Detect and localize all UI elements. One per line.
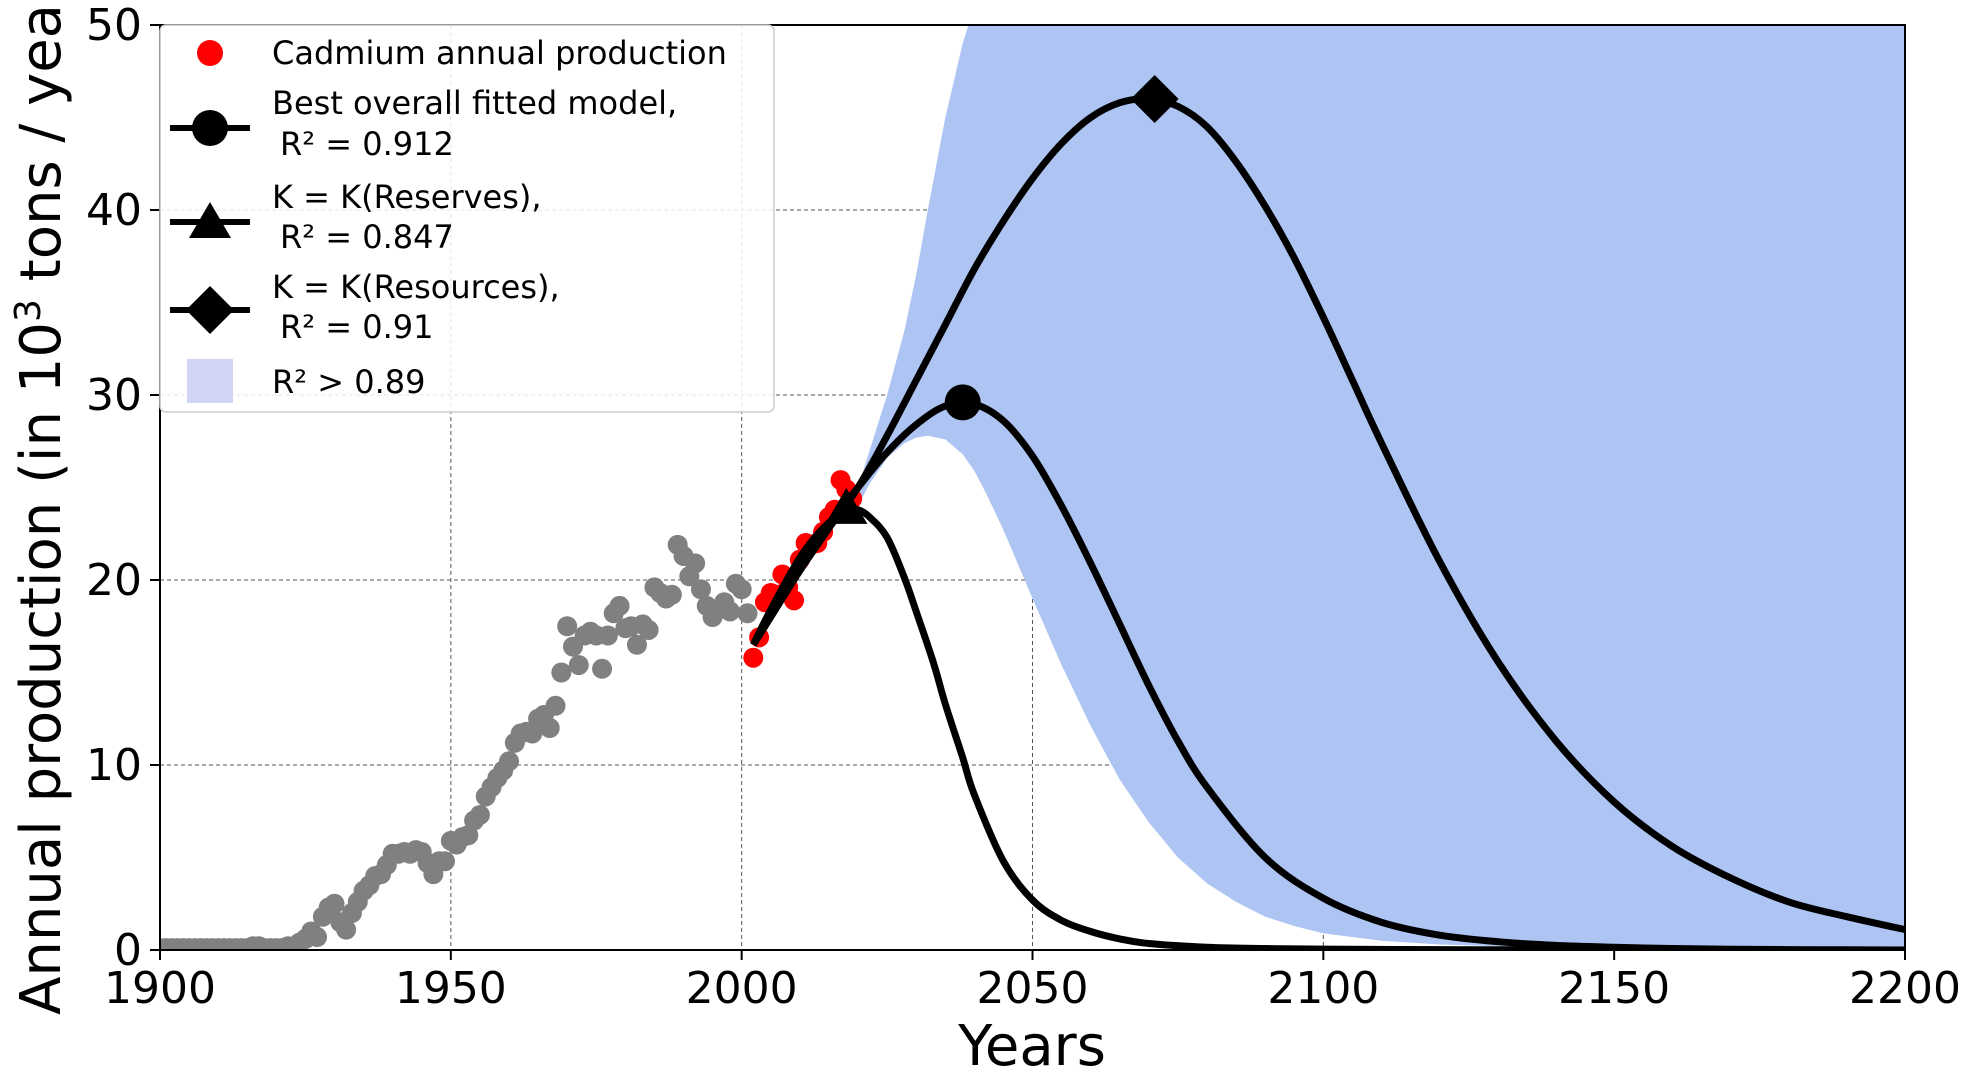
x-tick-label-2: 2000 bbox=[686, 963, 798, 1014]
x-tick-label-1: 1950 bbox=[395, 963, 507, 1014]
history-point bbox=[469, 804, 490, 825]
history-point bbox=[661, 584, 682, 605]
legend-marker-diamond bbox=[186, 286, 234, 334]
y-tick-label-1: 10 bbox=[86, 740, 142, 791]
x-tick-label-0: 1900 bbox=[104, 963, 216, 1014]
history-point bbox=[499, 751, 519, 772]
legend-box bbox=[159, 24, 775, 413]
history-point bbox=[557, 616, 578, 637]
history-point bbox=[626, 634, 647, 655]
legend-marker-triangle bbox=[189, 202, 231, 238]
y-tick-label-0: 0 bbox=[114, 925, 142, 976]
legend-item-3-line2: R² = 0.91 bbox=[280, 308, 433, 346]
legend-marker-circle bbox=[192, 110, 228, 146]
legend-item-1-line1: Best overall fitted model, bbox=[272, 84, 677, 122]
history-point bbox=[690, 579, 711, 600]
peak-marker-circle bbox=[944, 384, 981, 421]
history-point bbox=[737, 603, 758, 624]
history-point bbox=[597, 625, 618, 646]
y-axis-title-exponent: 3 bbox=[8, 299, 49, 322]
history-point bbox=[685, 553, 706, 574]
history-point bbox=[568, 655, 589, 676]
history-point bbox=[324, 893, 345, 914]
legend-swatch-band bbox=[187, 359, 233, 403]
y-axis-title: Annual production (in 103 tons / year) bbox=[8, 0, 74, 1015]
history-point bbox=[731, 579, 752, 600]
recent-point bbox=[784, 590, 805, 611]
x-tick-label-3: 2050 bbox=[977, 963, 1089, 1014]
legend-item-2-line1: K = K(Reserves), bbox=[272, 178, 542, 216]
x-tick-label-5: 2150 bbox=[1558, 963, 1670, 1014]
confidence-band bbox=[858, 25, 1905, 950]
band-group bbox=[858, 25, 1905, 950]
peak-marker-triangle bbox=[825, 487, 868, 524]
history-point bbox=[336, 919, 357, 940]
x-tick-label-6: 2200 bbox=[1849, 963, 1961, 1014]
legend-item-3-line1: K = K(Resources), bbox=[272, 268, 560, 306]
legend: Cadmium annual production Best overall f… bbox=[159, 24, 775, 413]
y-tick-label-5: 50 bbox=[86, 0, 142, 51]
y-ticks: 0 10 20 30 40 50 bbox=[86, 0, 160, 976]
history-point bbox=[551, 662, 572, 683]
y-axis-title-suffix: tons / year) bbox=[9, 0, 74, 299]
history-point bbox=[592, 658, 613, 679]
y-tick-label-4: 40 bbox=[86, 185, 142, 236]
history-point bbox=[720, 601, 741, 622]
y-tick-label-2: 20 bbox=[86, 555, 142, 606]
x-tick-label-4: 2100 bbox=[1267, 963, 1379, 1014]
legend-item-0-line1: Cadmium annual production bbox=[272, 34, 727, 72]
y-tick-label-3: 30 bbox=[86, 370, 142, 421]
history-point bbox=[545, 695, 566, 716]
x-axis-title: Years bbox=[957, 1014, 1106, 1079]
legend-marker-red-dot bbox=[197, 40, 223, 66]
y-axis-title-prefix: Annual production (in 10 bbox=[9, 322, 74, 1015]
history-point bbox=[435, 851, 456, 872]
history-point bbox=[609, 595, 630, 616]
history-point bbox=[539, 718, 560, 738]
legend-item-1-line2: R² = 0.912 bbox=[280, 125, 454, 163]
history-point bbox=[307, 927, 328, 948]
peak-marker-diamond bbox=[1130, 75, 1179, 123]
peak-markers-group bbox=[825, 75, 1179, 524]
curve-resources bbox=[750, 95, 1905, 934]
legend-item-2-line2: R² = 0.847 bbox=[280, 218, 454, 256]
recent-point bbox=[743, 647, 764, 668]
legend-item-4-line1: R² > 0.89 bbox=[272, 363, 425, 401]
history-point bbox=[638, 619, 659, 640]
x-ticks: 1900 1950 2000 2050 2100 2150 2200 bbox=[104, 950, 1961, 1014]
